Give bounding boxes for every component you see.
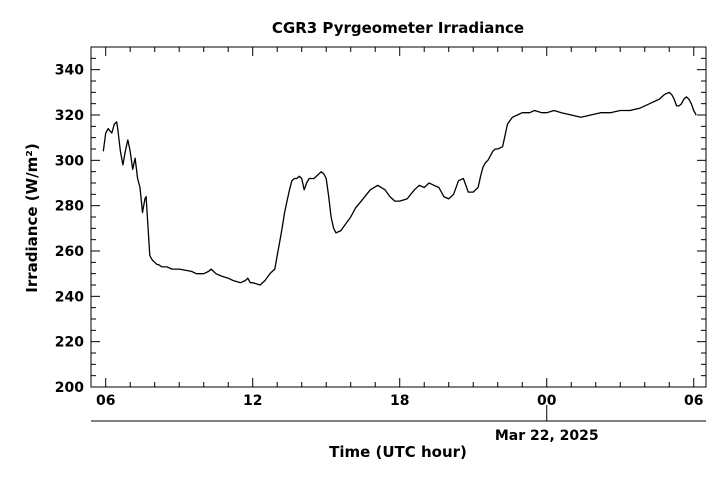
y-axis-label: Irradiance (W/m²)	[23, 143, 41, 292]
date-label: Mar 22, 2025	[495, 428, 599, 444]
y-tick-label: 200	[55, 380, 84, 396]
plot-frame	[90, 46, 707, 388]
x-tick-label: 00	[537, 393, 557, 409]
y-tick-label: 260	[55, 244, 84, 260]
x-tick-label: 06	[684, 393, 703, 409]
y-tick-label: 340	[55, 63, 84, 79]
irradiance-series-line	[102, 91, 697, 286]
x-axis-ticks: 06 12 18 00 06	[96, 47, 703, 409]
y-axis-ticks: 200 220 240 260 280 300 320 340	[55, 46, 706, 396]
x-tick-label: 12	[243, 393, 262, 409]
y-tick-label: 300	[55, 153, 84, 169]
y-tick-label: 320	[55, 108, 84, 124]
x-tick-label: 06	[96, 393, 115, 409]
y-tick-label: 280	[55, 199, 84, 215]
x-axis-label: Time (UTC hour)	[329, 443, 467, 461]
x-tick-label: 18	[390, 393, 409, 409]
chart-title: CGR3 Pyrgeometer Irradiance	[272, 19, 524, 37]
y-tick-label: 240	[55, 289, 84, 305]
y-tick-label: 220	[55, 335, 84, 351]
